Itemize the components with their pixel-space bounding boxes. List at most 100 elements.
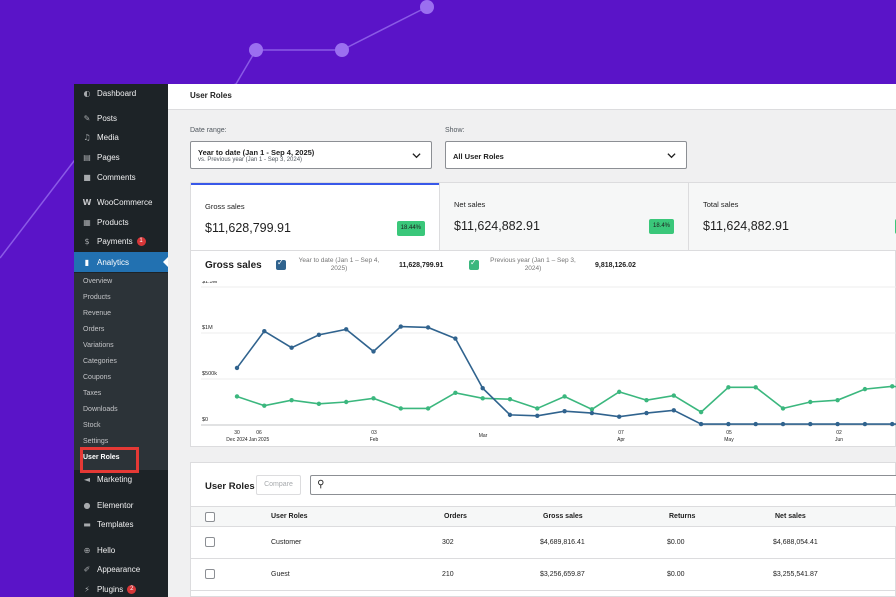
row-checkbox[interactable] (205, 537, 215, 547)
data-point (890, 384, 895, 389)
sidebar-item-appearance[interactable]: ✐ Appearance (83, 565, 141, 574)
submenu-revenue[interactable]: Revenue (83, 310, 112, 317)
data-point (617, 389, 622, 395)
cell-returns: $0.00 (667, 571, 685, 578)
x-tick-day: 07 (618, 430, 624, 436)
legend-total-previous: 9,818,126.02 (595, 262, 636, 269)
submenu-taxes[interactable]: Taxes (83, 390, 102, 397)
sidebar-item-comments[interactable]: ■ Comments (83, 173, 136, 182)
card-total-sales[interactable]: Total sales $11,624,882.91 (689, 183, 896, 250)
payments-icon: $ (84, 237, 90, 246)
column-orders[interactable]: Orders (444, 513, 467, 520)
sidebar-item-dashboard[interactable]: ◐ Dashboard (83, 89, 137, 98)
x-tick-month: Apr (617, 437, 625, 443)
select-all-checkbox[interactable] (205, 512, 215, 522)
cell-net: $4,688,054.41 (773, 539, 818, 546)
card-title: Gross sales (205, 202, 245, 211)
data-point (398, 406, 403, 411)
legend-total-current: 11,628,799.91 (399, 262, 444, 269)
sidebar-item-elementor[interactable]: ● Elementor (83, 501, 134, 510)
submenu-coupons[interactable]: Coupons (83, 374, 112, 381)
analytics-submenu: Overview Products Revenue Orders Variati… (74, 273, 168, 470)
card-value: $11,628,799.91 (205, 221, 291, 235)
data-point (453, 390, 458, 395)
submenu-stock[interactable]: Stock (83, 422, 101, 429)
series-line (236, 385, 896, 414)
sidebar-item-pages[interactable]: ▤ Pages (83, 153, 120, 162)
compare-button[interactable]: Compare (256, 475, 301, 495)
x-tick-day: 05 (726, 430, 732, 436)
sidebar-item-hello[interactable]: ⊕ Hello (83, 546, 116, 555)
legend-label-previous: Previous year (Jan 1 – Sep 3, 2024) (490, 257, 576, 272)
card-title: Net sales (454, 200, 486, 209)
sidebar-item-analytics[interactable]: ▮ Analytics (74, 252, 168, 272)
data-point (371, 349, 376, 354)
legend-checkbox-previous[interactable] (469, 258, 479, 270)
y-tick-label: $0 (202, 417, 208, 423)
show-label: Show: (445, 127, 465, 134)
data-point (808, 399, 813, 405)
chart-panel: Gross sales Year to date (Jan 1 – Sep 4,… (190, 251, 896, 447)
chevron-down-icon (667, 153, 676, 159)
table-title: User Roles (205, 481, 255, 492)
data-point (726, 421, 731, 427)
y-tick-label: $500k (202, 371, 217, 377)
column-returns[interactable]: Returns (669, 513, 696, 520)
data-point (480, 386, 485, 391)
row-checkbox[interactable] (205, 569, 215, 579)
y-tick-label: $1M (202, 325, 213, 331)
data-point (507, 397, 513, 402)
data-point (589, 407, 595, 412)
date-range-label: Date range: (190, 127, 227, 134)
chevron-down-icon (412, 153, 421, 159)
data-point (862, 421, 868, 427)
sidebar-item-woocommerce[interactable]: W WooCommerce (82, 198, 153, 207)
cell-net: $3,255,541.87 (773, 571, 818, 578)
column-net-sales[interactable]: Net sales (775, 513, 806, 520)
show-select[interactable]: All User Roles (445, 141, 687, 169)
data-point (753, 421, 758, 427)
column-gross-sales[interactable]: Gross sales (543, 513, 583, 520)
data-point (671, 393, 676, 398)
submenu-variations[interactable]: Variations (83, 342, 114, 349)
submenu-overview[interactable]: Overview (83, 278, 113, 285)
sidebar-item-products[interactable]: ▦ Products (83, 218, 129, 227)
data-point (835, 397, 840, 403)
plug-icon: ⚡ (84, 585, 90, 594)
column-user-roles[interactable]: User Roles (271, 513, 308, 520)
legend-checkbox-current[interactable] (276, 258, 286, 270)
data-point (780, 406, 786, 411)
sidebar-item-plugins[interactable]: ⚡ Plugins 2 (74, 580, 168, 597)
sidebar-item-media[interactable]: ♫ Media (83, 133, 119, 142)
submenu-categories[interactable]: Categories (83, 358, 117, 365)
data-point (453, 336, 458, 341)
card-gross-sales[interactable]: Gross sales $11,628,799.91 18.44% (191, 183, 439, 250)
data-point (344, 399, 349, 405)
submenu-settings[interactable]: Settings (83, 438, 109, 445)
pin-icon: ✎ (83, 114, 91, 123)
sidebar-item-marketing[interactable]: ◄ Marketing (83, 475, 133, 484)
x-tick-day: 06 (256, 430, 262, 436)
legend-label-current: Year to date (Jan 1 – Sep 4, 2025) (298, 257, 380, 272)
submenu-products[interactable]: Products (83, 294, 111, 301)
delta-badge: 18.44% (396, 221, 425, 236)
search-input[interactable]: ⚲ (310, 475, 896, 495)
date-range-select[interactable]: Year to date (Jan 1 - Sep 4, 2025) vs. P… (190, 141, 432, 169)
submenu-orders[interactable]: Orders (83, 326, 105, 333)
submenu-downloads[interactable]: Downloads (83, 406, 118, 413)
sidebar-item-templates[interactable]: ▬ Templates (83, 520, 134, 529)
data-point (644, 397, 649, 403)
card-net-sales[interactable]: Net sales $11,624,882.91 18.4% (440, 183, 688, 250)
cell-role: Customer (271, 539, 302, 546)
x-tick-day: 30 (234, 430, 240, 436)
data-point (808, 421, 813, 427)
data-point (562, 394, 567, 399)
data-point (507, 412, 513, 418)
submenu-user-roles[interactable]: User Roles (83, 454, 120, 461)
sidebar-item-payments[interactable]: $ Payments 1 (74, 232, 168, 251)
data-point (698, 409, 704, 415)
x-tick-month: Jan 2025 (249, 437, 270, 443)
data-point (535, 406, 540, 411)
sidebar-item-posts[interactable]: ✎ Posts (83, 114, 118, 123)
data-point (644, 410, 649, 416)
